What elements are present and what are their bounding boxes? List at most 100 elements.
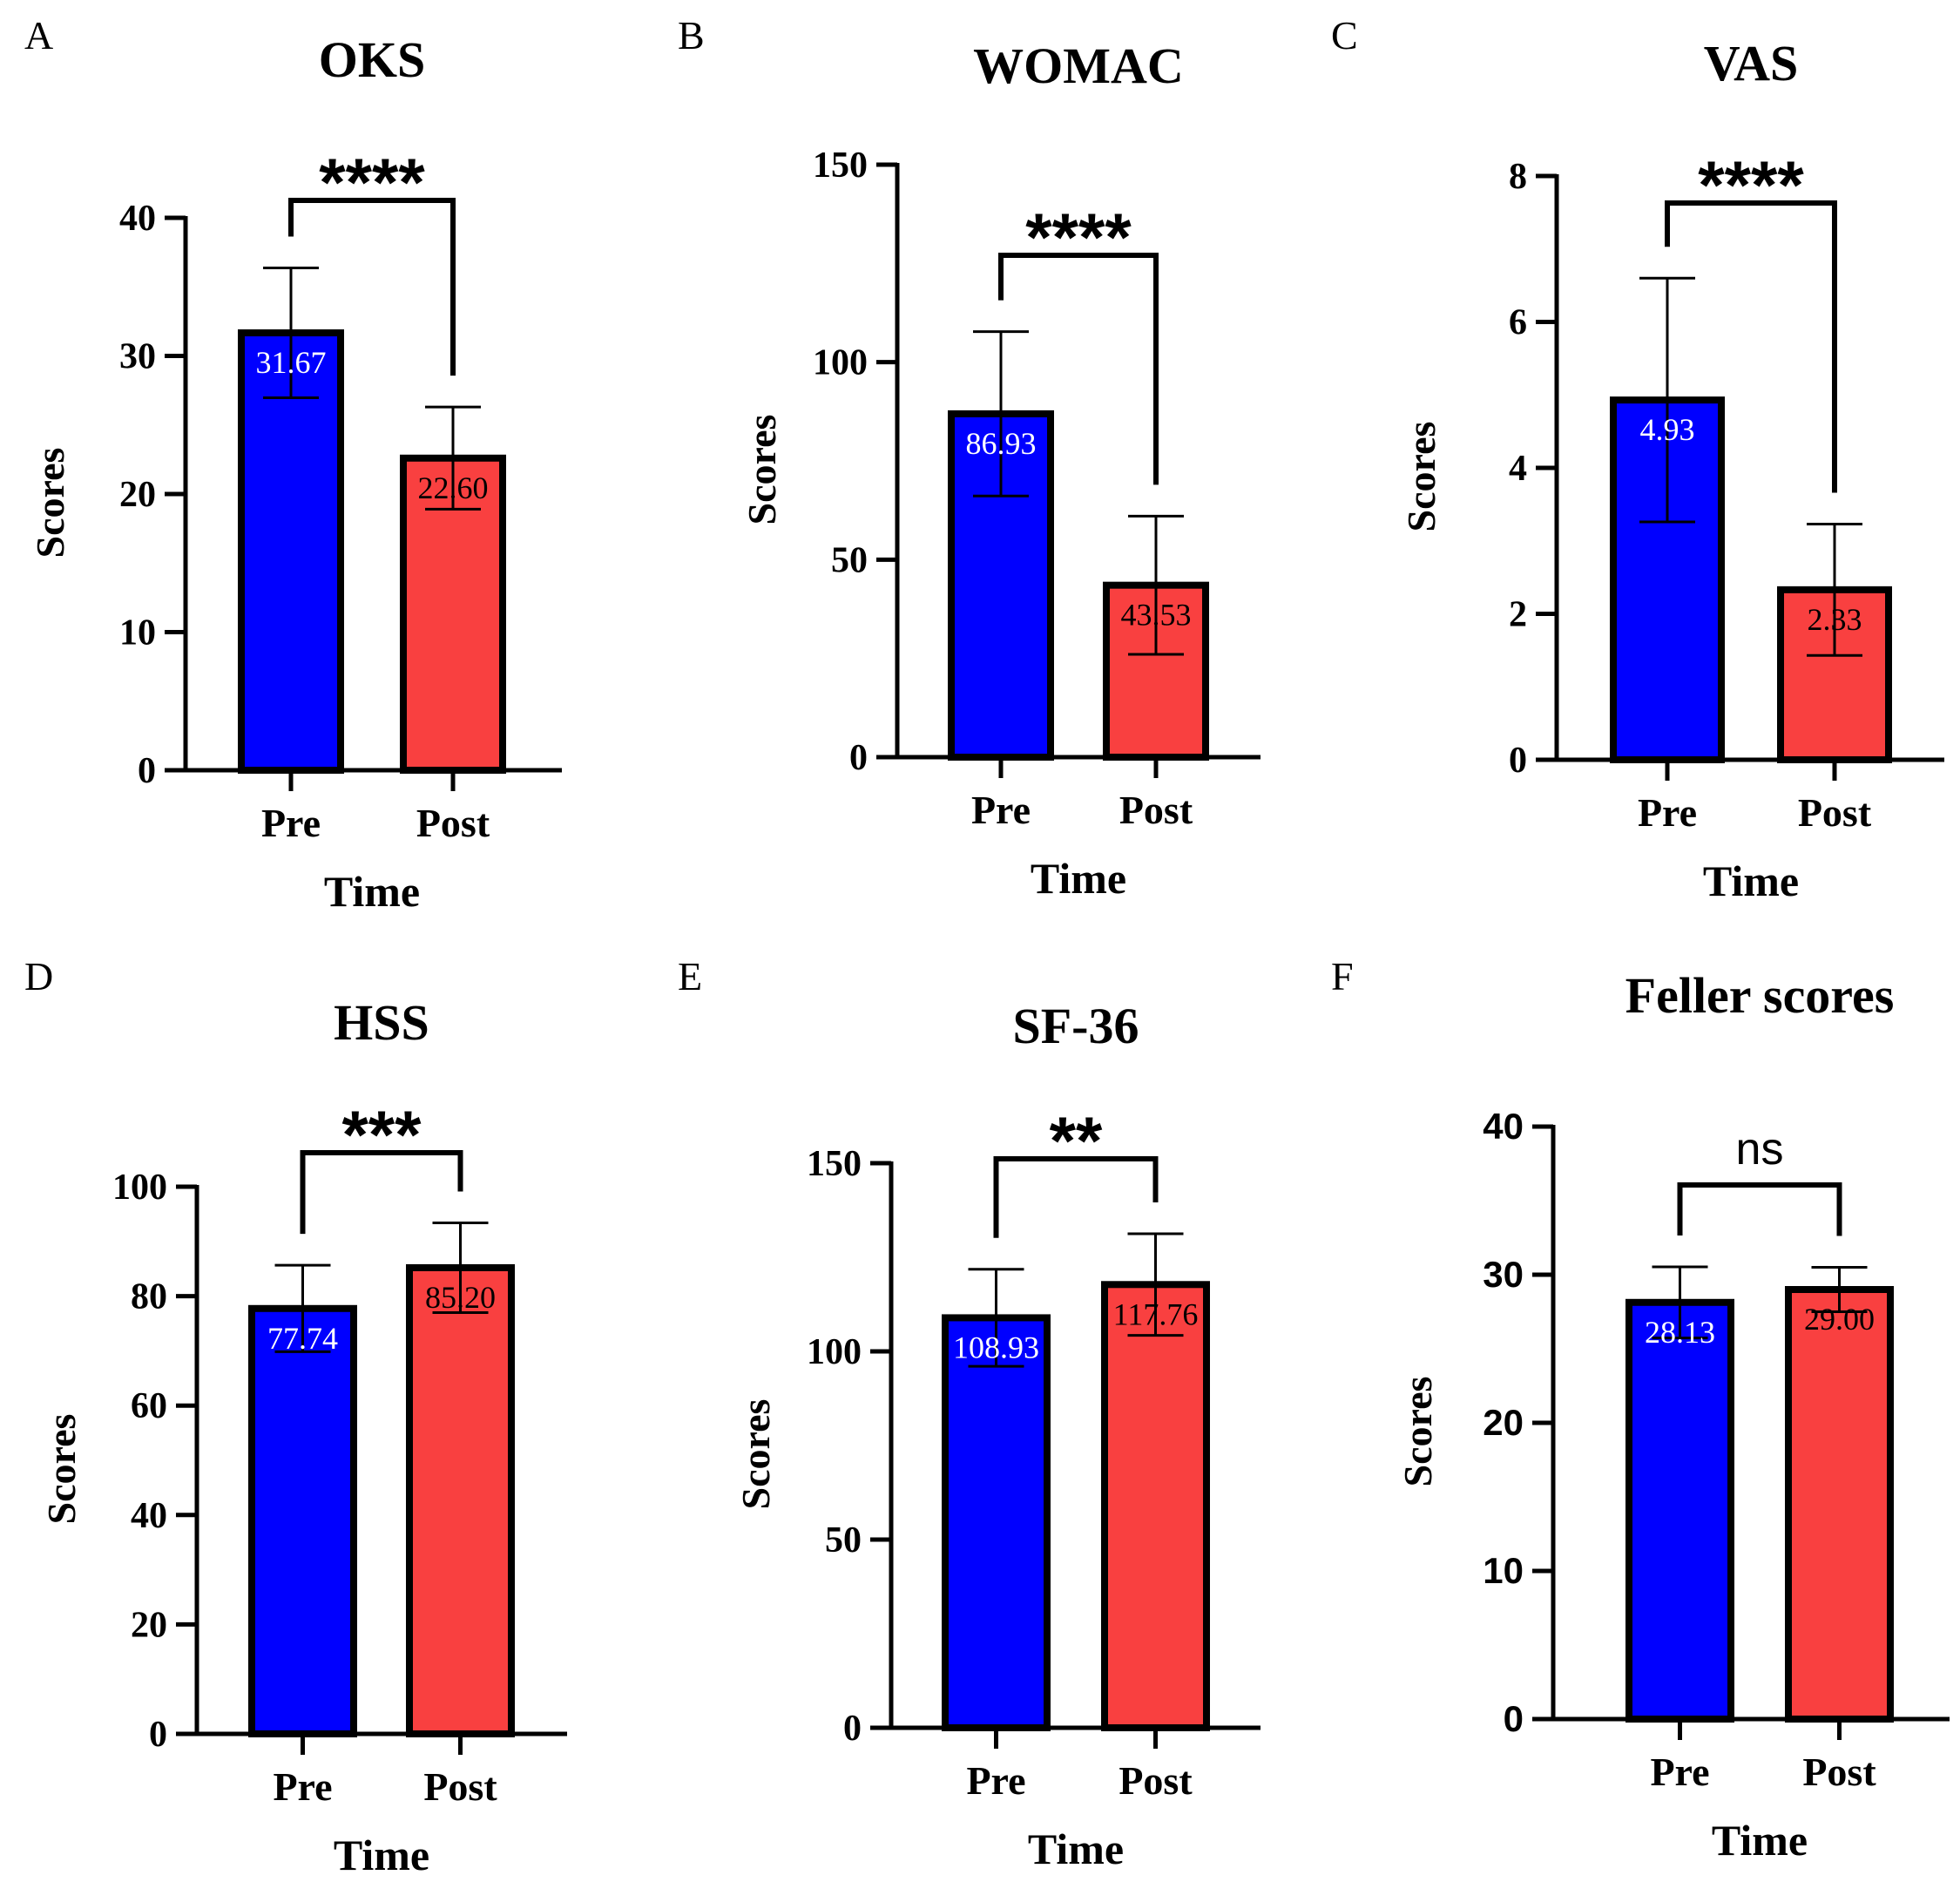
x-axis-label: Time	[334, 1831, 429, 1879]
panel-f: F Feller scores 0 10 20 30 40 Scores 28.13 Pre 29.…	[1307, 941, 1960, 1882]
y-tick-label: 150	[807, 1144, 862, 1184]
panel-c: C VAS 0 2 4 6 8 Scores 4.93 Pre 2.33 Post Time ****	[1307, 0, 1960, 941]
y-tick-label: 0	[138, 751, 156, 791]
x-tick-label: Pre	[966, 1758, 1025, 1803]
bar-pre	[1625, 1298, 1734, 1723]
chart-svg-a: A OKS 0 10 20 30 40 Scores 31.67 Pre 22.60 Post Time…	[24, 13, 562, 916]
significance-label: ****	[1698, 146, 1804, 223]
significance-label: ****	[1025, 199, 1132, 275]
x-tick-label: Post	[1119, 1758, 1193, 1803]
y-tick-label: 10	[119, 613, 156, 653]
significance-label: ****	[319, 144, 425, 220]
significance-label: **	[1050, 1102, 1103, 1179]
chart-title: HSS	[334, 994, 429, 1051]
data-label: 108.93	[953, 1330, 1039, 1364]
x-tick-label: Pre	[971, 788, 1031, 832]
x-tick-label: Post	[423, 1764, 497, 1809]
y-tick-label: 60	[131, 1386, 167, 1426]
data-label: 117.76	[1113, 1296, 1199, 1331]
data-label: 4.93	[1640, 412, 1695, 447]
y-tick-label: 0	[843, 1709, 862, 1749]
y-tick-label: 100	[112, 1168, 167, 1208]
x-axis-label: Time	[1703, 856, 1799, 905]
data-label: 85.20	[425, 1280, 496, 1315]
x-tick-label: Post	[1802, 1750, 1876, 1794]
x-axis-label: Time	[1028, 1824, 1124, 1873]
panel-letter: D	[24, 954, 53, 999]
chart-svg-f: F Feller scores 0 10 20 30 40 Scores 28.13 Pre 29.…	[1331, 954, 1950, 1865]
y-tick-label: 0	[149, 1715, 167, 1755]
panel-letter: C	[1331, 13, 1358, 58]
panel-b: B WOMAC 0 50 100 150 Scores 86.93 Pre 43.53 Post Ti…	[653, 0, 1307, 941]
y-tick-label: 6	[1509, 303, 1527, 343]
significance-bracket	[288, 198, 456, 376]
chart-title: VAS	[1704, 35, 1799, 91]
significance-bracket	[998, 253, 1159, 485]
panel-letter: F	[1331, 954, 1354, 999]
y-tick-label: 8	[1509, 157, 1527, 197]
x-tick-label: Pre	[261, 801, 321, 845]
x-tick-label: Post	[1119, 788, 1193, 832]
panel-e: E SF-36 0 50 100 150 Scores 108.93 Pre 117.76 Post…	[653, 941, 1307, 1882]
x-axis-label: Time	[1031, 854, 1126, 903]
panel-letter: A	[24, 13, 53, 58]
chart-title: SF-36	[1013, 998, 1139, 1054]
chart-svg-c: C VAS 0 2 4 6 8 Scores 4.93 Pre 2.33 Post Time ****	[1331, 13, 1944, 905]
x-axis-label: Time	[1712, 1816, 1808, 1865]
data-label: 29.00	[1804, 1302, 1875, 1337]
x-tick-label: Pre	[1650, 1750, 1709, 1794]
data-label: 31.67	[256, 345, 327, 380]
x-tick-label: Post	[416, 801, 490, 845]
y-tick-label: 40	[1483, 1106, 1524, 1147]
y-tick-label: 50	[825, 1520, 862, 1560]
y-axis-label: Scores	[28, 448, 72, 559]
y-tick-label: 40	[131, 1496, 167, 1536]
significance-bracket	[993, 1156, 1159, 1238]
chart-svg-b: B WOMAC 0 50 100 150 Scores 86.93 Pre 43.53 Post Ti…	[678, 13, 1260, 903]
panel-d: D HSS 0 20 40 60 80 100 Scores 77.74 Pre 85.20 Post T…	[0, 941, 653, 1882]
y-tick-label: 10	[1483, 1550, 1524, 1591]
data-label: 22.60	[418, 470, 489, 505]
significance-bracket	[300, 1150, 463, 1235]
y-tick-label: 30	[119, 337, 156, 377]
panel-letter: E	[678, 954, 702, 999]
significance-label: ***	[341, 1096, 422, 1173]
x-tick-label: Pre	[273, 1764, 332, 1809]
bar-post	[1785, 1286, 1894, 1723]
bar-pre	[248, 1304, 357, 1738]
data-label: 77.74	[267, 1321, 338, 1356]
y-tick-label: 0	[1509, 741, 1527, 781]
y-tick-label: 40	[119, 199, 156, 239]
x-tick-label: Pre	[1638, 790, 1697, 835]
data-label: 86.93	[966, 426, 1037, 461]
x-axis-label: Time	[324, 867, 420, 916]
y-tick-label: 2	[1509, 595, 1527, 635]
y-axis-label: Scores	[1396, 1377, 1440, 1487]
y-axis-label: Scores	[733, 1399, 778, 1510]
y-tick-label: 4	[1509, 449, 1527, 489]
bar-post	[1101, 1281, 1210, 1732]
panel-letter: B	[678, 13, 705, 58]
chart-svg-d: D HSS 0 20 40 60 80 100 Scores 77.74 Pre 85.20 Post T…	[24, 954, 567, 1879]
y-tick-label: 50	[831, 540, 868, 580]
y-axis-label: Scores	[740, 415, 784, 525]
bar-pre	[942, 1314, 1051, 1731]
chart-title: OKS	[319, 31, 426, 88]
data-label: 28.13	[1645, 1315, 1715, 1350]
panel-a: A OKS 0 10 20 30 40 Scores 31.67 Pre 22.60 Post Time…	[0, 0, 653, 941]
y-tick-label: 100	[813, 343, 868, 383]
y-tick-label: 20	[131, 1605, 167, 1645]
significance-bracket	[1677, 1182, 1842, 1236]
chart-title: WOMAC	[973, 37, 1184, 94]
data-label: 2.33	[1808, 602, 1862, 637]
y-axis-label: Scores	[39, 1414, 84, 1525]
y-tick-label: 20	[119, 475, 156, 515]
y-tick-label: 150	[813, 146, 868, 186]
y-tick-label: 20	[1483, 1402, 1524, 1443]
chart-title: Feller scores	[1625, 967, 1895, 1024]
bar-post	[406, 1263, 515, 1737]
y-tick-label: 80	[131, 1277, 167, 1317]
y-tick-label: 100	[807, 1332, 862, 1372]
significance-bracket	[1665, 200, 1837, 493]
